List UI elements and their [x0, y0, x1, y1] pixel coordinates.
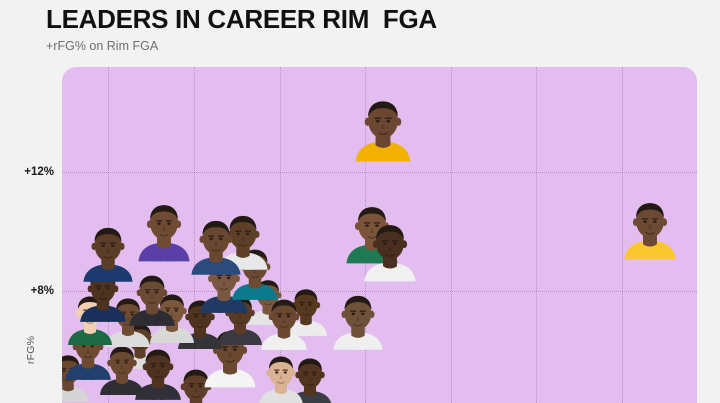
player-headshot-marker[interactable]	[258, 294, 310, 351]
player-gold-top-icon	[352, 95, 414, 162]
y-tick-label-0: +12%	[24, 166, 54, 178]
player-navy-cp-icon	[80, 222, 136, 283]
horizontal-gridline-0	[62, 172, 697, 173]
player-dark-m-icon	[97, 341, 147, 395]
y-tick-label-1: +8%	[30, 285, 54, 297]
player-dark-f-icon	[126, 270, 178, 327]
vertical-gridline-4	[451, 67, 452, 403]
player-headshot-marker[interactable]	[135, 199, 193, 262]
chart-subtitle: +rFG% on Rim FGA	[46, 39, 159, 53]
player-headshot-marker[interactable]	[132, 344, 184, 401]
player-orange-band-icon	[258, 294, 310, 351]
vertical-gridline-5	[536, 67, 537, 403]
player-purple-kd-icon	[135, 199, 193, 262]
player-headshot-marker[interactable]	[352, 95, 414, 162]
player-navy-b-icon	[188, 215, 244, 276]
player-white-duncan-icon	[330, 290, 386, 351]
player-headshot-marker[interactable]	[80, 222, 136, 283]
player-headshot-marker[interactable]	[282, 284, 330, 336]
player-white-mid-icon	[361, 219, 419, 282]
player-headshot-marker[interactable]	[621, 197, 679, 260]
player-dark-n-icon	[132, 344, 184, 401]
y-axis-title: rFG%	[25, 335, 37, 365]
player-headshot-marker[interactable]	[256, 351, 306, 403]
plot-area	[62, 67, 697, 403]
player-gold-right-icon	[621, 197, 679, 260]
chart-header: LEADERS IN CAREER RIM FGA +rFG% on Rim F…	[46, 0, 706, 54]
player-headshot-marker[interactable]	[361, 219, 419, 282]
player-headshot-marker[interactable]	[330, 290, 386, 351]
player-headshot-marker[interactable]	[97, 341, 147, 395]
player-headshot-marker[interactable]	[188, 215, 244, 276]
player-white-k-icon	[282, 284, 330, 336]
player-lightskin-pau-icon	[256, 351, 306, 403]
player-headshot-marker[interactable]	[126, 270, 178, 327]
chart-title: LEADERS IN CAREER RIM FGA	[46, 4, 437, 34]
